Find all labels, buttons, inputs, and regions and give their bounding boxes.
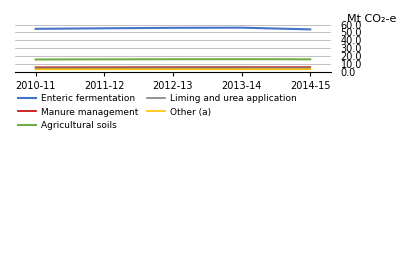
Agricultural soils	[102, 58, 107, 61]
Agricultural soils	[171, 58, 176, 61]
Y-axis label: Mt CO₂-e: Mt CO₂-e	[347, 14, 396, 23]
Enteric fermentation	[171, 26, 176, 29]
Other (a)	[171, 68, 176, 71]
Liming and urea application	[239, 66, 244, 69]
Enteric fermentation	[102, 27, 107, 30]
Manure management	[308, 66, 313, 69]
Enteric fermentation	[33, 27, 38, 31]
Manure management	[102, 66, 107, 69]
Enteric fermentation	[239, 26, 244, 29]
Other (a)	[102, 68, 107, 71]
Agricultural soils	[33, 58, 38, 61]
Manure management	[239, 66, 244, 69]
Line: Enteric fermentation: Enteric fermentation	[35, 28, 310, 29]
Liming and urea application	[171, 67, 176, 70]
Manure management	[33, 66, 38, 69]
Liming and urea application	[102, 67, 107, 70]
Agricultural soils	[308, 58, 313, 61]
Liming and urea application	[308, 66, 313, 69]
Liming and urea application	[33, 67, 38, 70]
Other (a)	[308, 68, 313, 71]
Other (a)	[33, 68, 38, 71]
Other (a)	[239, 68, 244, 71]
Line: Agricultural soils: Agricultural soils	[35, 59, 310, 60]
Manure management	[171, 66, 176, 69]
Legend: Enteric fermentation, Manure management, Agricultural soils, Liming and urea app: Enteric fermentation, Manure management,…	[18, 94, 296, 130]
Agricultural soils	[239, 58, 244, 61]
Enteric fermentation	[308, 28, 313, 31]
